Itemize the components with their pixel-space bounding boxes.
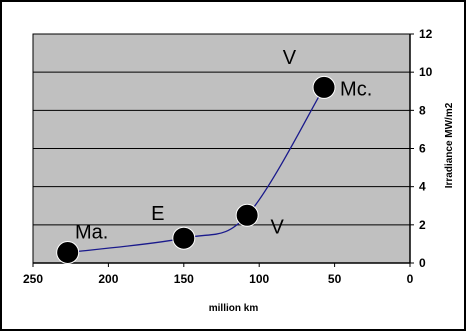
x-tick-labels: 250 200 150 100 50 0 bbox=[23, 272, 414, 286]
data-point-1 bbox=[172, 226, 196, 250]
y-tick-label-2: 2 bbox=[419, 218, 426, 232]
x-tick-label-100: 100 bbox=[249, 272, 269, 286]
y-tick-label-4: 4 bbox=[419, 180, 426, 194]
data-point-2 bbox=[235, 203, 259, 227]
series-line bbox=[67, 87, 325, 254]
axes bbox=[32, 33, 414, 267]
data-point-3 bbox=[312, 75, 336, 99]
y-tick-label-10: 10 bbox=[419, 65, 433, 79]
x-tick-label-200: 200 bbox=[98, 272, 118, 286]
data-point-0 bbox=[56, 241, 80, 265]
point-label-1: E bbox=[151, 203, 164, 225]
x-tick-label-150: 150 bbox=[174, 272, 194, 286]
y-axis-title: Irradiance MW/m2 bbox=[444, 102, 455, 188]
x-tick-label-0: 0 bbox=[407, 272, 414, 286]
point-label-2: V bbox=[270, 216, 284, 238]
x-axis-title: million km bbox=[209, 303, 259, 314]
y-tick-label-8: 8 bbox=[419, 103, 426, 117]
annotation-0: V bbox=[283, 47, 297, 69]
y-tick-label-6: 6 bbox=[419, 142, 426, 156]
point-label-3: Mc. bbox=[340, 78, 372, 100]
point-labels: Ma. E V Mc. V bbox=[75, 47, 372, 244]
point-label-0: Ma. bbox=[75, 222, 108, 244]
y-tick-label-12: 12 bbox=[419, 27, 433, 41]
x-tick-label-50: 50 bbox=[328, 272, 342, 286]
y-tick-labels: 0 2 4 6 8 10 12 bbox=[419, 27, 433, 270]
x-tick-label-250: 250 bbox=[23, 272, 43, 286]
data-markers bbox=[56, 75, 336, 265]
y-tick-label-0: 0 bbox=[419, 256, 426, 270]
